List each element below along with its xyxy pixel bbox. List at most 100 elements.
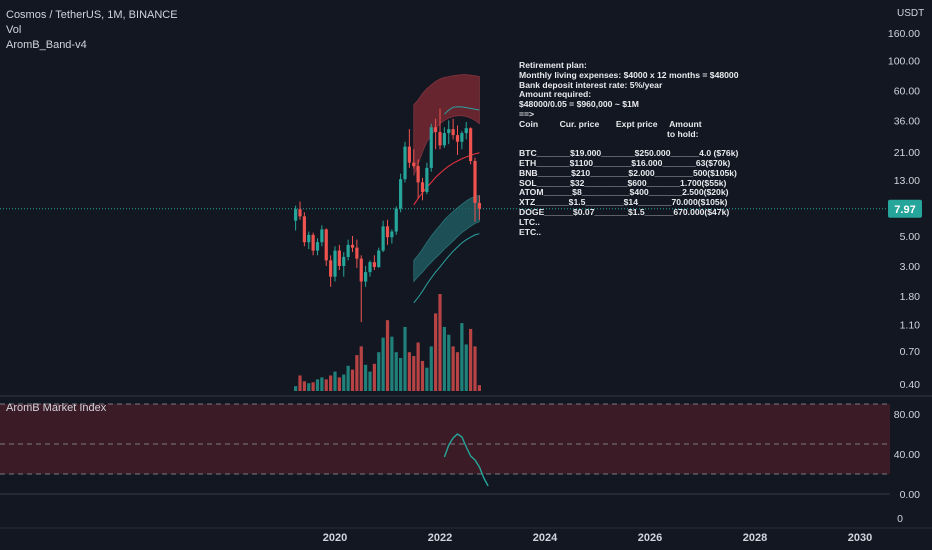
candle-body xyxy=(399,179,403,209)
candle-body xyxy=(302,216,306,243)
candle-body xyxy=(412,162,416,167)
candle-body xyxy=(381,226,385,251)
price-tick-label: 1.80 xyxy=(900,291,921,303)
candle-body xyxy=(324,229,328,261)
candle-body xyxy=(346,244,350,257)
candle-body xyxy=(473,160,477,203)
volume-bar xyxy=(473,346,477,391)
index-tick-label: 80.00 xyxy=(894,409,920,421)
candle-body xyxy=(368,262,372,273)
annotation-line: ATOM______$8__________$400_______2.500($… xyxy=(519,187,729,198)
candle-body xyxy=(416,166,420,183)
candle-body xyxy=(403,146,407,180)
annotation-line: ETC.. xyxy=(519,226,541,237)
volume-bar xyxy=(477,385,481,391)
annotation-line: ==> xyxy=(519,108,535,119)
volume-bar xyxy=(390,336,394,391)
volume-bar xyxy=(451,346,455,391)
candle-body xyxy=(425,167,429,193)
volume-bar xyxy=(333,371,337,391)
volume-indicator-label[interactable]: Vol xyxy=(6,24,22,36)
annotation-line: BTC_______$19.000_______$250.000______4.… xyxy=(519,148,739,159)
annotation-line: XTZ_______$1.5________$14_______70.000($… xyxy=(519,197,728,208)
overbought-zone xyxy=(0,404,890,474)
price-axis[interactable]: 0.400.701.101.803.005.008.0013.0021.0036… xyxy=(888,28,922,391)
annotation-line: BNB_______$210________$2.000________500(… xyxy=(519,167,737,178)
axis-unit-label: USDT xyxy=(897,8,925,19)
candle-body xyxy=(394,208,398,232)
index-zero-label: 0 xyxy=(897,513,903,525)
candle-body xyxy=(469,128,473,161)
price-tick-label: 3.00 xyxy=(900,261,921,273)
market-index-pane[interactable] xyxy=(0,403,890,495)
annotation-line: LTC.. xyxy=(519,216,540,227)
band-lower-line xyxy=(413,233,480,304)
time-tick-label: 2020 xyxy=(323,532,347,544)
volume-bar xyxy=(425,367,429,391)
candle-body xyxy=(364,272,368,282)
candle-body xyxy=(350,244,355,248)
volume-bar xyxy=(346,365,350,391)
candle-body xyxy=(460,133,464,142)
candle-body xyxy=(442,133,446,146)
annotation-line: Retirement plan: xyxy=(519,60,587,70)
lower-band xyxy=(413,194,480,283)
candle-body xyxy=(477,202,481,209)
volume-bar xyxy=(434,313,438,391)
volume-bar xyxy=(350,369,355,391)
time-tick-label: 2030 xyxy=(848,532,872,544)
volume-bar xyxy=(311,382,315,391)
candle-body xyxy=(307,234,311,243)
annotation-line: ETH_______$1100________$16.000_______63(… xyxy=(519,157,731,168)
candle-body xyxy=(359,258,363,282)
candle-body xyxy=(372,262,376,267)
candle-body xyxy=(429,127,433,168)
candle-body xyxy=(385,226,390,238)
market-index-line xyxy=(443,433,489,487)
price-tick-label: 13.00 xyxy=(894,175,920,187)
volume-bar xyxy=(342,374,346,391)
candle-body xyxy=(315,242,320,251)
volume-bar xyxy=(337,377,341,391)
volume-bar xyxy=(377,352,381,391)
time-axis[interactable]: 2020 2022 2024 2026 2028 2030 xyxy=(0,527,932,544)
volume-bar xyxy=(469,328,473,391)
market-index-label[interactable]: AromB Market Index xyxy=(6,402,107,414)
volume-bar xyxy=(394,352,398,391)
price-tick-label: 5.00 xyxy=(900,231,921,243)
last-price-badge xyxy=(888,199,922,218)
time-tick-label: 2028 xyxy=(743,532,767,544)
band-indicator-label[interactable]: AromB_Band-v4 xyxy=(6,39,87,51)
volume-bar xyxy=(320,377,324,391)
volume-bar xyxy=(329,375,333,391)
candle-body xyxy=(333,250,337,277)
candle-body xyxy=(447,129,451,134)
volume-bar xyxy=(464,344,468,391)
candle-body xyxy=(320,229,324,243)
volume-bar xyxy=(381,337,385,391)
candle-body xyxy=(355,247,359,259)
volume-bar xyxy=(315,379,320,391)
volume-bar xyxy=(302,381,306,391)
band-upper-line xyxy=(444,106,480,115)
index-axis[interactable]: 0.00 40.00 80.00 0 xyxy=(894,409,920,525)
candle-body xyxy=(377,250,381,267)
annotation-line: Bank deposit interest rate: 5%/year xyxy=(519,79,663,90)
volume-bar xyxy=(372,363,376,391)
price-tick-label: 0.70 xyxy=(900,346,921,358)
candle-body xyxy=(390,231,394,238)
annotation-line: Amount required: xyxy=(519,89,592,100)
candle-body xyxy=(407,146,411,163)
price-tick-label: 100.00 xyxy=(888,56,920,68)
retirement-plan-annotation[interactable]: Retirement plan: Monthly living expenses:… xyxy=(519,60,739,237)
annotation-line: DOGE______$0.07_______$1.5______670.000(… xyxy=(519,206,730,217)
volume-bar xyxy=(460,323,464,391)
candle-body xyxy=(329,260,333,277)
volume-bar xyxy=(385,320,390,391)
symbol-title[interactable]: Cosmos / TetherUS, 1M, BINANCE xyxy=(6,9,178,21)
volume-bar xyxy=(429,346,433,391)
volume-bar xyxy=(368,371,372,391)
candle-body xyxy=(311,234,315,251)
price-pane[interactable] xyxy=(294,74,481,391)
